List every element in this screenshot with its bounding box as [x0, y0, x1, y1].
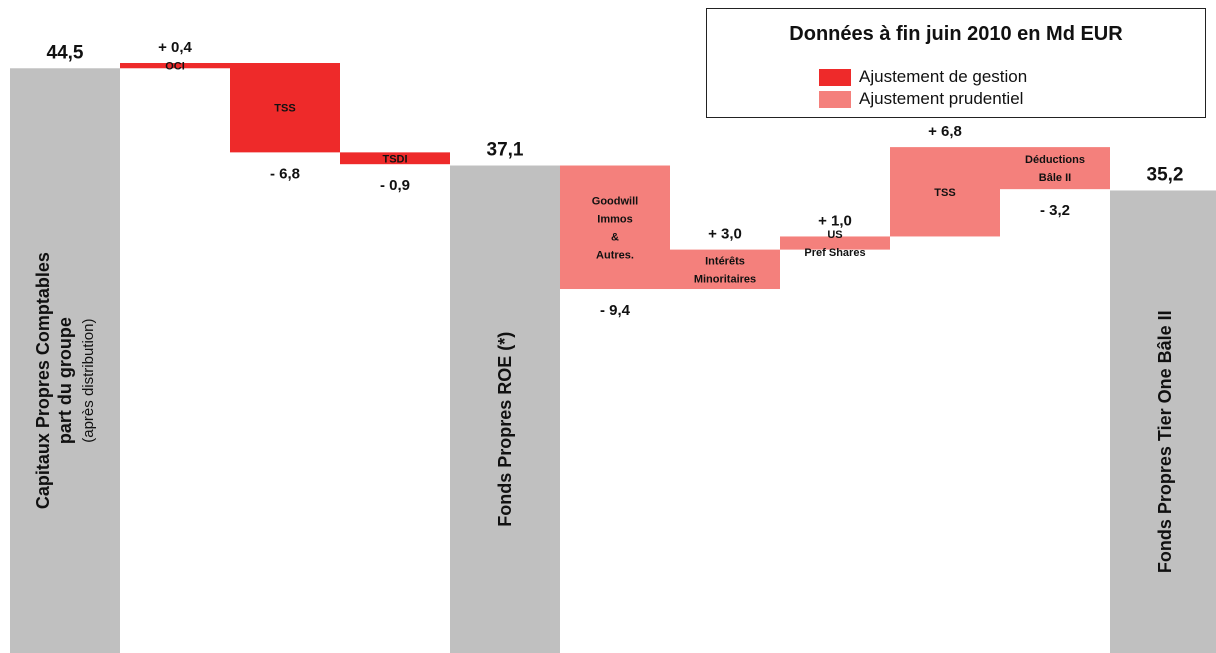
bar-label-9-1: Bâle II — [1039, 172, 1071, 184]
value-label-0: 44,5 — [47, 42, 84, 63]
bar-10 — [1110, 190, 1216, 653]
bar-5 — [560, 165, 670, 290]
value-label-7: + 1,0 — [818, 212, 852, 229]
legend-swatch-prudentiel — [819, 90, 851, 108]
bar-1 — [120, 63, 230, 69]
bar-label-7-0: US — [827, 229, 842, 241]
legend-label-gestion: Ajustement de gestion — [859, 67, 1028, 86]
bar-0 — [10, 68, 120, 653]
bar-8 — [890, 147, 1000, 237]
legend-item-prudentiel: Ajustement prudentiel — [819, 89, 1023, 109]
value-label-10: 35,2 — [1147, 164, 1184, 185]
bar-label-5-2: & — [611, 231, 619, 243]
bar-7 — [780, 236, 890, 250]
bar-label-6-1: Minoritaires — [694, 273, 756, 285]
value-label-2: - 6,8 — [270, 165, 300, 182]
legend-label-prudentiel: Ajustement prudentiel — [859, 89, 1024, 108]
value-label-5: - 9,4 — [600, 302, 631, 319]
bar-3 — [340, 152, 450, 165]
bar-label-9-0: Déductions — [1025, 154, 1085, 166]
value-label-8: + 6,8 — [928, 123, 962, 140]
bar-label-7-1: Pref Shares — [804, 247, 865, 259]
bar-label-4-0: Fonds Propres ROE (*) — [495, 332, 515, 527]
chart-title: Données à fin juin 2010 en Md EUR — [789, 23, 1123, 45]
bar-9 — [1000, 147, 1110, 190]
value-label-6: + 3,0 — [708, 226, 742, 243]
legend-swatch-gestion — [819, 68, 851, 86]
bar-label-1-0: OCI — [165, 61, 185, 73]
bar-label-2-0: TSS — [274, 103, 295, 115]
bar-6 — [670, 249, 780, 290]
legend: Données à fin juin 2010 en Md EUR Ajuste… — [706, 8, 1206, 118]
value-label-3: - 0,9 — [380, 177, 410, 194]
value-label-4: 37,1 — [487, 140, 524, 161]
bar-label-5-3: Autres. — [596, 249, 634, 261]
bar-label-3-0: TSDI — [382, 153, 407, 165]
bar-label-0-0: Capitaux Propres Comptables — [33, 252, 53, 509]
bar-label-6-0: Intérêts — [705, 255, 745, 267]
legend-item-gestion: Ajustement de gestion — [819, 67, 1027, 87]
bar-4 — [450, 165, 560, 653]
value-label-1: + 0,4 — [158, 39, 192, 56]
bar-label-8-0: TSS — [934, 187, 955, 199]
value-label-9: - 3,2 — [1040, 202, 1070, 219]
bar-2 — [230, 63, 340, 153]
bar-label-10-0: Fonds Propres Tier One Bâle II — [1155, 310, 1175, 573]
bar-label-5-1: Immos — [597, 213, 632, 225]
bar-label-0-2: (après distribution) — [80, 319, 97, 443]
bar-label-5-0: Goodwill — [592, 195, 638, 207]
bar-label-0-1: part du groupe — [55, 317, 75, 444]
